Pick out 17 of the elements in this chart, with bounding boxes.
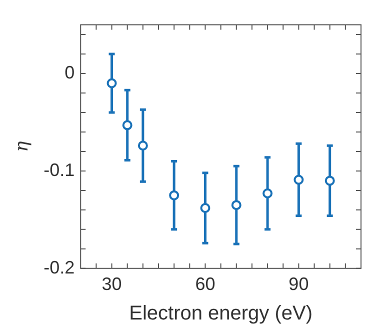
point [231,200,242,210]
point [122,120,132,130]
point [262,188,273,198]
y-axis-title: η [11,141,32,152]
x-tick-label: 60 [195,274,216,294]
y-tick-label: 0 [64,62,75,82]
point [169,190,180,200]
y-tick-label: -0.2 [44,257,75,278]
point [294,174,304,185]
x-tick-label: 30 [102,274,122,294]
point [200,202,210,213]
x-axis-title: Electron energy (eV) [129,302,313,325]
point [138,140,148,151]
y-tick-label: -0.1 [44,160,75,180]
point [324,176,335,186]
point [106,78,117,88]
x-tick-label: 90 [288,274,309,294]
